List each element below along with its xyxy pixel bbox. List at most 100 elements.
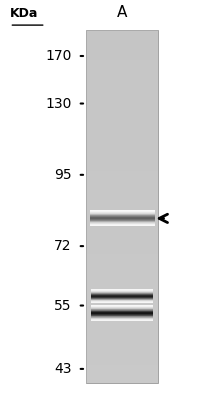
Bar — [86, 66, 158, 71]
Bar — [86, 230, 158, 236]
Bar — [90, 212, 155, 213]
Bar — [86, 83, 158, 89]
Bar — [91, 293, 153, 294]
Text: 170: 170 — [45, 49, 72, 63]
Bar — [86, 359, 158, 365]
Bar — [86, 271, 158, 277]
Bar — [91, 301, 153, 302]
Bar — [91, 300, 153, 301]
Bar — [91, 297, 153, 298]
Bar — [91, 314, 153, 315]
Text: 95: 95 — [54, 168, 72, 182]
Bar — [86, 259, 158, 265]
Bar — [91, 295, 153, 296]
Bar — [90, 219, 155, 220]
Bar — [90, 222, 155, 223]
Bar — [90, 210, 155, 211]
Bar — [86, 348, 158, 353]
Bar — [86, 195, 158, 201]
Bar — [86, 330, 158, 336]
Bar — [86, 212, 158, 218]
Bar — [86, 95, 158, 101]
Bar — [86, 201, 158, 206]
Bar — [86, 112, 158, 118]
Bar — [90, 210, 155, 211]
Bar — [91, 295, 153, 296]
Bar — [90, 220, 155, 221]
Bar — [90, 221, 155, 222]
Bar — [91, 307, 153, 308]
Bar — [91, 310, 153, 311]
Bar — [86, 107, 158, 112]
Bar — [91, 317, 153, 318]
Bar — [91, 299, 153, 300]
Bar — [91, 315, 153, 316]
Bar — [91, 308, 153, 309]
Bar — [86, 206, 158, 212]
Bar — [91, 319, 153, 320]
Bar — [86, 295, 158, 300]
Bar — [91, 302, 153, 303]
Bar — [86, 277, 158, 283]
Bar — [86, 265, 158, 271]
Bar — [90, 217, 155, 218]
Bar — [91, 306, 153, 307]
Bar — [86, 165, 158, 171]
Bar — [91, 314, 153, 315]
Bar — [91, 316, 153, 317]
Bar — [91, 311, 153, 312]
Bar — [91, 297, 153, 298]
Bar — [86, 60, 158, 66]
Bar — [86, 89, 158, 95]
Bar — [86, 124, 158, 130]
Bar — [86, 183, 158, 189]
Bar — [91, 296, 153, 297]
Bar — [86, 30, 158, 36]
Bar — [86, 336, 158, 342]
Text: 43: 43 — [54, 362, 72, 376]
Bar — [91, 308, 153, 310]
Bar — [90, 216, 155, 217]
Bar — [86, 242, 158, 248]
Bar — [90, 214, 155, 215]
Bar — [91, 291, 153, 292]
Bar — [90, 220, 155, 221]
Bar — [90, 219, 155, 220]
Bar — [91, 310, 153, 311]
Bar — [86, 142, 158, 148]
Bar — [86, 236, 158, 242]
Bar — [91, 306, 153, 307]
Bar — [91, 307, 153, 308]
Bar — [91, 290, 153, 291]
Bar — [86, 306, 158, 312]
Bar — [86, 177, 158, 183]
Bar — [91, 305, 153, 306]
Bar — [90, 217, 155, 218]
Bar — [90, 223, 155, 224]
Bar — [86, 324, 158, 330]
Bar — [86, 342, 158, 348]
Bar — [86, 48, 158, 54]
Bar — [86, 136, 158, 142]
Bar — [91, 289, 153, 290]
Bar — [91, 312, 153, 313]
Bar — [86, 148, 158, 154]
Bar — [90, 221, 155, 222]
Bar — [91, 298, 153, 299]
Bar — [90, 213, 155, 214]
Bar — [90, 222, 155, 223]
Bar — [91, 309, 153, 310]
Text: 55: 55 — [54, 298, 72, 312]
Bar — [86, 77, 158, 83]
Bar — [91, 315, 153, 316]
Text: 72: 72 — [54, 239, 72, 253]
Bar — [86, 248, 158, 254]
Bar — [86, 289, 158, 295]
Bar — [91, 291, 153, 292]
Bar — [86, 36, 158, 42]
Bar — [86, 254, 158, 259]
Bar — [91, 311, 153, 312]
Bar — [91, 300, 153, 301]
Bar — [86, 42, 158, 48]
Bar — [91, 312, 153, 313]
